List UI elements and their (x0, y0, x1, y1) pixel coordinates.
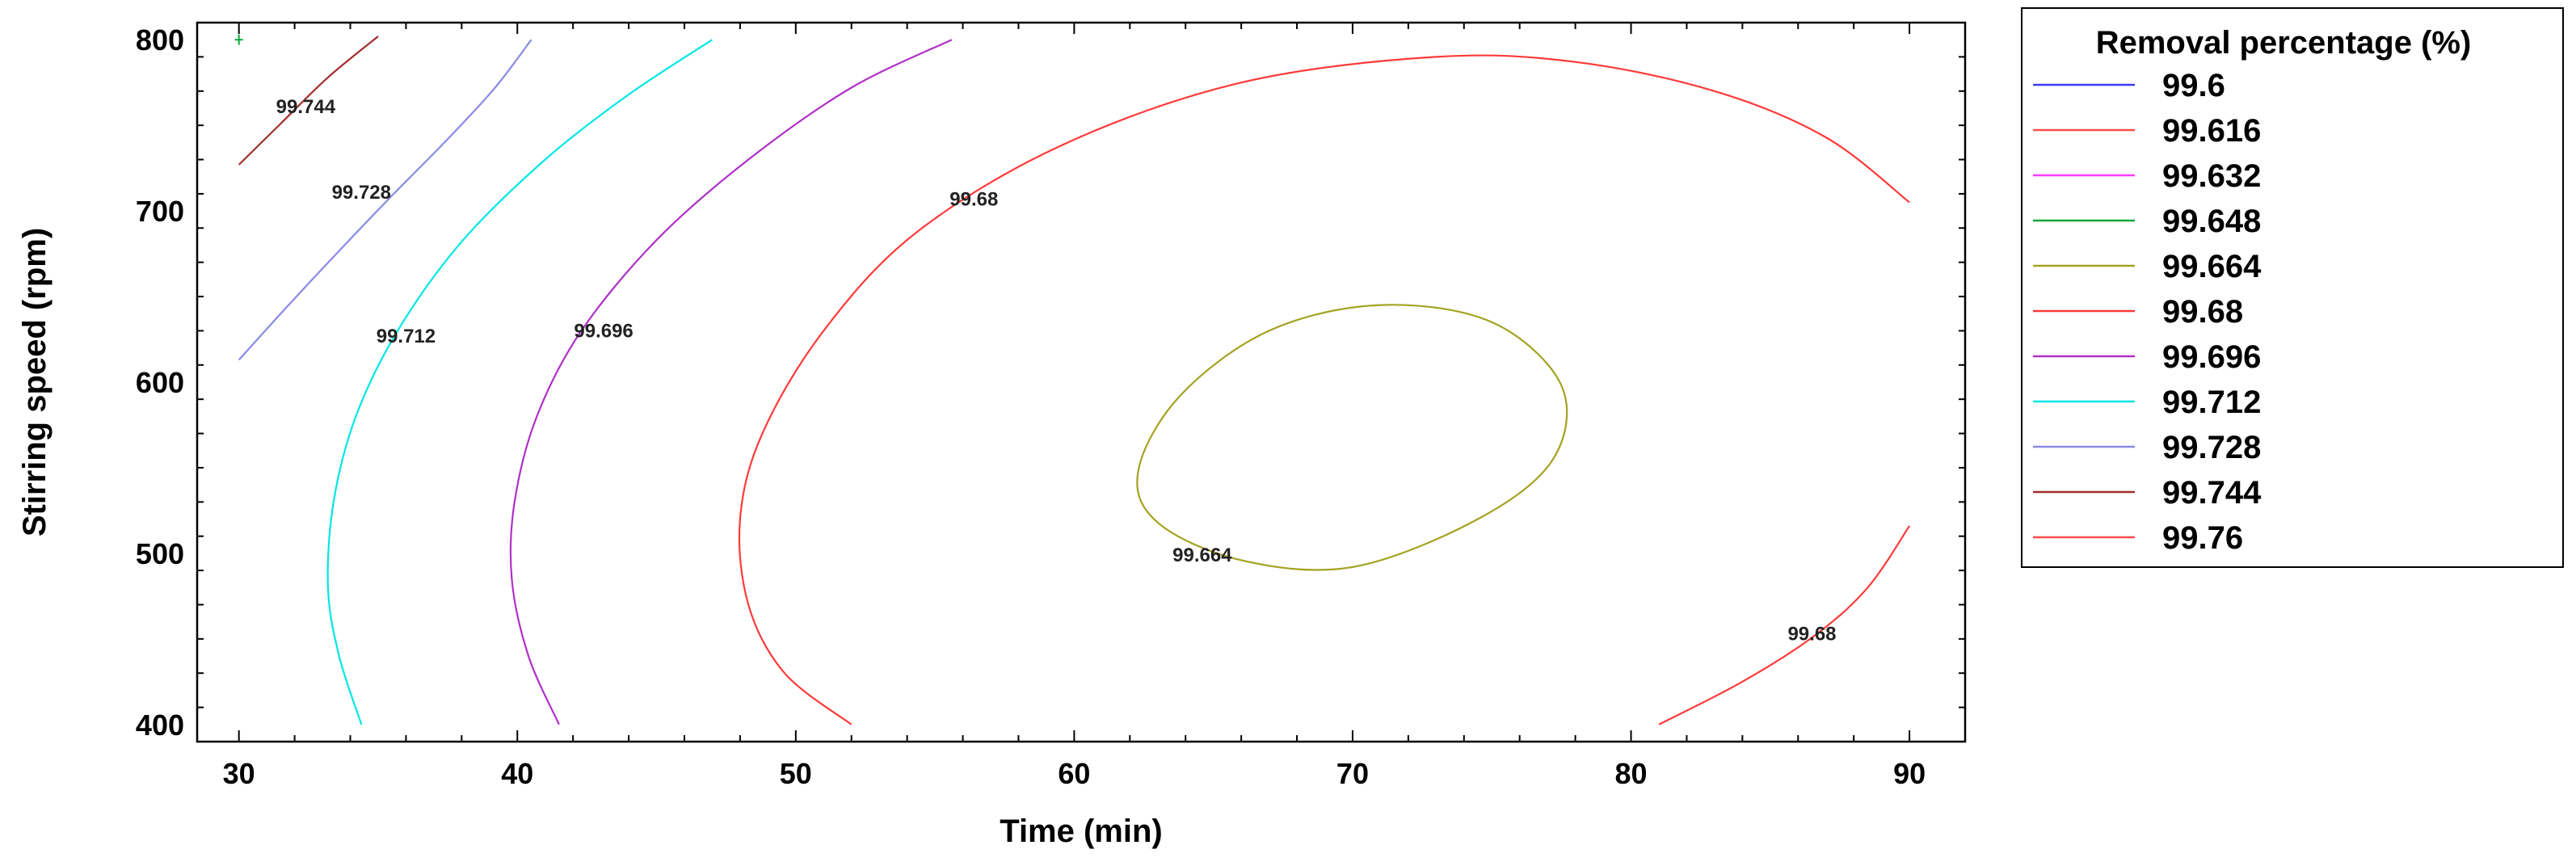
contour-line-99.68 (738, 54, 1910, 725)
y-tick-label: 500 (136, 537, 184, 570)
legend-entry-label: 99.68 (2162, 294, 2243, 330)
x-tick-label: 60 (1058, 757, 1090, 790)
legend-entry-label: 99.712 (2162, 385, 2261, 420)
contour-label: 99.696 (574, 320, 633, 342)
y-tick-label: 400 (136, 709, 184, 742)
legend-entry-label: 99.696 (2162, 339, 2261, 375)
legend-entry-label: 99.6 (2162, 68, 2225, 103)
contour-line-99.744 (238, 36, 379, 166)
x-tick-label: 90 (1893, 757, 1926, 790)
contour-label: 99.744 (276, 96, 336, 118)
x-tick-label: 70 (1336, 757, 1369, 790)
y-axis: 400 500 600 700 800 (136, 22, 1965, 742)
legend-entry-label: 99.632 (2162, 158, 2261, 194)
legend-box (2021, 7, 2564, 568)
legend-title: Removal percentage (%) (2096, 25, 2472, 61)
x-axis: 30 40 50 60 70 80 90 (223, 23, 1966, 790)
x-tick-label: 30 (223, 757, 255, 790)
legend-entry-label: 99.76 (2162, 520, 2243, 556)
x-tick-label: 50 (780, 757, 812, 790)
y-tick-label: 600 (136, 366, 184, 399)
legend: Removal percentage (%) 99.6 99.616 99.632 9… (2021, 7, 2564, 568)
contour-label: 99.68 (949, 188, 998, 210)
contour-label: 99.68 (1787, 624, 1836, 645)
contour-label: 99.664 (1172, 545, 1232, 566)
contour-label: 99.712 (377, 326, 436, 347)
legend-entry-label: 99.744 (2162, 475, 2262, 511)
contour-label: 99.728 (332, 182, 391, 204)
legend-entry-label: 99.648 (2162, 204, 2261, 239)
contour-line-99.68 (1658, 525, 1911, 725)
legend-entry-label: 99.664 (2162, 249, 2262, 284)
x-axis-title: Time (min) (1000, 814, 1163, 849)
x-tick-label: 40 (501, 757, 533, 790)
y-axis-title: Stirring speed (rpm) (17, 228, 53, 536)
contour-line-99.728 (238, 39, 532, 361)
x-tick-label: 80 (1614, 757, 1647, 790)
contour-line-99.712 (326, 39, 713, 725)
plot-area: 99.744 99.728 99.712 99.696 99.68 99.664 99.68 (196, 21, 1967, 743)
y-tick-label: 800 (136, 23, 184, 57)
legend-entry-label: 99.728 (2162, 430, 2261, 465)
legend-entry-label: 99.616 (2162, 113, 2261, 149)
contour-line-99.664 (1136, 304, 1568, 571)
y-tick-label: 700 (136, 195, 184, 228)
plot-frame (196, 21, 1967, 743)
contour-line-99.696 (509, 39, 953, 725)
